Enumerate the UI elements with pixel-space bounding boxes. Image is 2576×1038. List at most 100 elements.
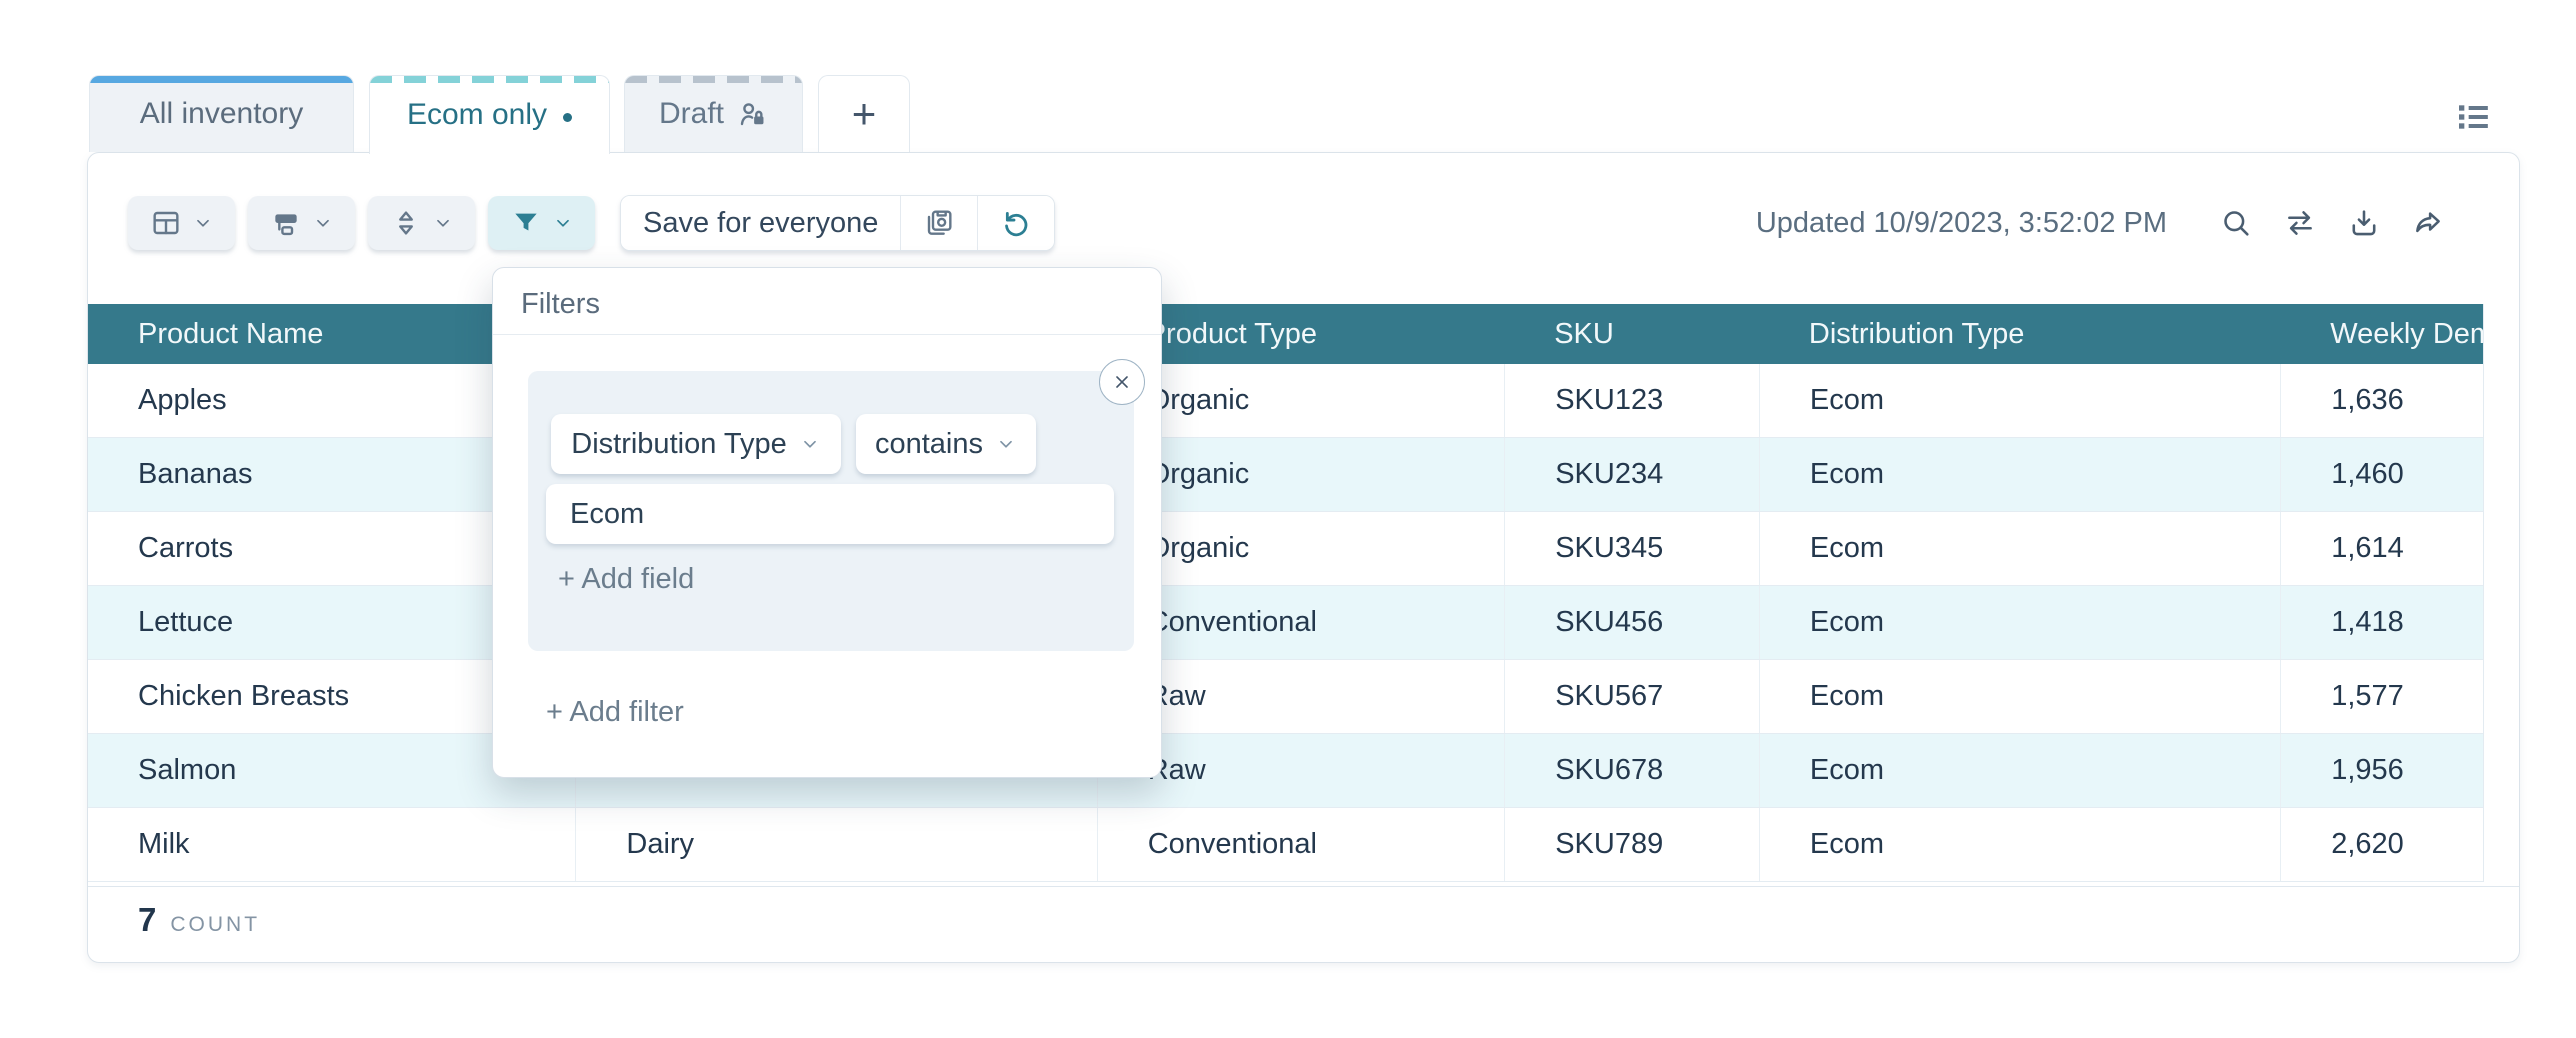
- list-view-icon[interactable]: [2450, 96, 2498, 138]
- filters-popup: Filters Distribution Type contains + Add: [492, 267, 1162, 778]
- table-row: Salmon Raw SKU678 Ecom 1,956: [88, 734, 2483, 808]
- count-label: COUNT: [170, 913, 261, 936]
- filters-popup-title: Filters: [521, 288, 600, 320]
- tab-label: Ecom only: [406, 98, 548, 131]
- cell[interactable]: SKU345: [1504, 512, 1759, 585]
- filter-field-select[interactable]: Distribution Type: [551, 414, 841, 474]
- undo-icon[interactable]: [977, 196, 1055, 250]
- cell[interactable]: Ecom: [1758, 660, 2280, 733]
- download-icon[interactable]: [2347, 206, 2381, 240]
- chevron-down-icon: [995, 433, 1017, 455]
- filter-funnel-icon: [510, 207, 542, 239]
- group-by-button[interactable]: [248, 196, 355, 250]
- table-row: Apples Organic SKU123 Ecom 1,636: [88, 364, 2483, 438]
- last-updated-text: Updated 10/9/2023, 3:52:02 PM: [1755, 206, 2167, 239]
- add-view-tab[interactable]: +: [818, 75, 910, 152]
- cell[interactable]: Bananas: [138, 458, 253, 490]
- plus-icon: +: [851, 90, 877, 137]
- cell[interactable]: SKU567: [1504, 660, 1759, 733]
- view-layout-button[interactable]: [128, 196, 235, 250]
- column-header-product-name[interactable]: Product Name: [138, 317, 324, 350]
- cell[interactable]: Dairy: [575, 808, 1096, 881]
- cell[interactable]: Ecom: [1758, 734, 2280, 807]
- cell[interactable]: Ecom: [1758, 586, 2280, 659]
- share-icon[interactable]: [2411, 206, 2445, 240]
- cell[interactable]: 2,620: [2280, 808, 2483, 881]
- filter-button[interactable]: [488, 196, 595, 250]
- filter-operator-select[interactable]: contains: [856, 414, 1036, 474]
- cell[interactable]: Lettuce: [138, 606, 234, 638]
- tab-label: Draft: [658, 97, 724, 130]
- cell[interactable]: 1,418: [2280, 586, 2483, 659]
- filter-field-value: Distribution Type: [571, 427, 787, 460]
- column-header-product-type[interactable]: Product Type: [1146, 317, 1318, 350]
- tab-active-dashed-strip: [370, 76, 609, 83]
- group-icon: [270, 207, 302, 239]
- cell[interactable]: SKU678: [1504, 734, 1759, 807]
- cell[interactable]: Ecom: [1758, 512, 2280, 585]
- table-row: Lettuce Conventional SKU456 Ecom 1,418: [88, 586, 2483, 660]
- swap-icon[interactable]: [2283, 206, 2317, 240]
- cell[interactable]: SKU456: [1504, 586, 1759, 659]
- cell[interactable]: 1,614: [2280, 512, 2483, 585]
- cell[interactable]: Ecom: [1758, 364, 2280, 437]
- table-row: Milk Dairy Conventional SKU789 Ecom 2,62…: [88, 808, 2483, 882]
- cell[interactable]: Apples: [138, 384, 227, 416]
- cell[interactable]: Ecom: [1758, 808, 2280, 881]
- column-header-sku[interactable]: SKU: [1554, 317, 1614, 350]
- cell[interactable]: Milk: [138, 828, 190, 860]
- cell[interactable]: SKU234: [1504, 438, 1759, 511]
- row-count: 7 COUNT: [138, 901, 260, 939]
- tab-all-inventory[interactable]: All inventory: [89, 75, 354, 152]
- filter-operator-value: contains: [874, 427, 983, 460]
- cell[interactable]: 1,577: [2280, 660, 2483, 733]
- table-grid-icon: [150, 207, 182, 239]
- add-field-link[interactable]: + Add field: [558, 563, 695, 595]
- chevron-down-icon: [192, 212, 214, 234]
- toolbar-right: Updated 10/9/2023, 3:52:02 PM: [1756, 206, 2445, 240]
- tab-draft[interactable]: Draft: [624, 75, 803, 152]
- chevron-down-icon: [432, 212, 454, 234]
- save-button-group: Save for everyone: [620, 195, 1056, 251]
- column-header-distribution-type[interactable]: Distribution Type: [1808, 317, 2025, 350]
- filter-condition-card: Distribution Type contains + Add field: [528, 371, 1134, 651]
- cell[interactable]: Carrots: [138, 532, 234, 564]
- filter-value-input[interactable]: [546, 484, 1114, 544]
- cell[interactable]: 1,636: [2280, 364, 2483, 437]
- cell[interactable]: Salmon: [138, 754, 237, 786]
- chevron-down-icon: [799, 433, 821, 455]
- chevron-down-icon: [552, 212, 574, 234]
- search-icon[interactable]: [2219, 206, 2253, 240]
- cell[interactable]: Chicken Breasts: [138, 680, 350, 712]
- close-icon[interactable]: [1099, 359, 1145, 405]
- sort-icon: [390, 207, 422, 239]
- count-value: 7: [138, 901, 157, 938]
- inventory-table: Product Name Product Type SKU Distributi…: [88, 304, 2484, 882]
- unsaved-changes-dot: [563, 112, 573, 122]
- popup-divider: [493, 334, 1161, 335]
- sort-button[interactable]: [368, 196, 475, 250]
- tab-draft-dashed-strip: [625, 76, 802, 83]
- user-lock-icon: [736, 98, 768, 130]
- save-for-everyone-button[interactable]: Save for everyone: [621, 196, 901, 250]
- chevron-down-icon: [312, 212, 334, 234]
- cell[interactable]: SKU789: [1504, 808, 1759, 881]
- cell[interactable]: SKU123: [1504, 364, 1759, 437]
- table-row: Carrots Organic SKU345 Ecom 1,614: [88, 512, 2483, 586]
- cell[interactable]: 1,956: [2280, 734, 2483, 807]
- cell[interactable]: 1,460: [2280, 438, 2483, 511]
- tab-ecom-only[interactable]: Ecom only: [369, 75, 610, 154]
- toolbar: Save for everyone U: [88, 195, 2519, 251]
- footer-divider: [88, 886, 2519, 887]
- add-filter-link[interactable]: + Add filter: [546, 696, 684, 728]
- tab-label: All inventory: [139, 97, 304, 130]
- table-row: Chicken Breasts Raw SKU567 Ecom 1,577: [88, 660, 2483, 734]
- cell[interactable]: Ecom: [1758, 438, 2280, 511]
- tab-saved-strip: [90, 76, 353, 83]
- column-header-weekly-demand[interactable]: Weekly Demand: [2330, 317, 2483, 350]
- view-card: Save for everyone U: [87, 152, 2520, 963]
- table-row: Bananas Organic SKU234 Ecom 1,460: [88, 438, 2483, 512]
- cell[interactable]: Conventional: [1096, 808, 1504, 881]
- save-icon[interactable]: [900, 196, 978, 250]
